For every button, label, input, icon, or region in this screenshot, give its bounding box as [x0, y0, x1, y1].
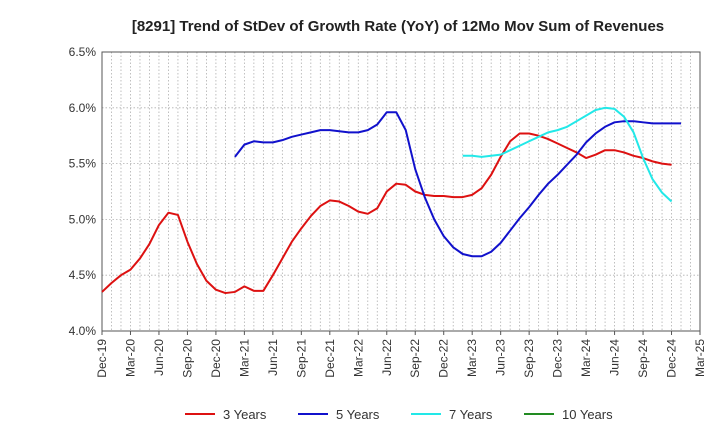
- x-tick-label: Sep-24: [636, 339, 650, 378]
- plot-frame: [101, 51, 701, 332]
- x-tick-label: Dec-19: [95, 339, 109, 378]
- x-tick-label: Dec-20: [209, 339, 223, 378]
- x-tick-label: Jun-20: [152, 339, 166, 376]
- x-tick-label: Mar-21: [237, 339, 251, 377]
- x-tick-label: Mar-24: [579, 339, 593, 377]
- x-tick-label: Mar-20: [123, 339, 137, 377]
- series-line-7-years: [462, 106, 673, 203]
- legend: 3 Years 5 Years 7 Years 10 Years: [185, 407, 613, 422]
- axes: 4.0% 4.5% 5.0% 5.5% 6.0% 6.5% Dec-19 Mar-20 Jun-…: [69, 45, 707, 378]
- chart-title: [8291] Trend of StDev of Growth Rate (Yo…: [132, 18, 664, 35]
- series-line-3-years: [101, 132, 672, 295]
- y-tick-label: 4.5%: [69, 268, 97, 282]
- x-tick-label: Mar-22: [351, 339, 365, 377]
- x-tick-label: Jun-23: [494, 339, 508, 376]
- y-tick-label: 4.0%: [69, 324, 97, 338]
- x-tick-label: Dec-23: [551, 339, 565, 378]
- y-tick-label: 6.0%: [69, 101, 97, 115]
- y-tick-label: 5.5%: [69, 157, 97, 171]
- x-tick-label: Sep-20: [180, 339, 194, 378]
- x-tick-label: Dec-24: [665, 339, 679, 378]
- y-tick-label: 5.0%: [69, 212, 97, 226]
- legend-label: 5 Years: [336, 407, 380, 422]
- x-tick-label: Mar-25: [693, 339, 707, 377]
- legend-label: 10 Years: [562, 407, 613, 422]
- x-tick-label: Jun-24: [608, 339, 622, 376]
- x-tick-label: Jun-21: [266, 339, 280, 376]
- x-tick-label: Mar-23: [465, 339, 479, 377]
- series-line-5-years: [234, 111, 682, 258]
- legend-label: 3 Years: [223, 407, 267, 422]
- data-series: [101, 106, 682, 295]
- x-tick-label: Sep-21: [294, 339, 308, 378]
- grid-lines: [101, 51, 701, 332]
- legend-label: 7 Years: [449, 407, 493, 422]
- x-tick-label: Dec-21: [323, 339, 337, 378]
- y-tick-label: 6.5%: [69, 45, 97, 59]
- x-tick-label: Jun-22: [380, 339, 394, 376]
- x-tick-label: Dec-22: [437, 339, 451, 378]
- x-tick-label: Sep-23: [522, 339, 536, 378]
- x-tick-label: Sep-22: [408, 339, 422, 378]
